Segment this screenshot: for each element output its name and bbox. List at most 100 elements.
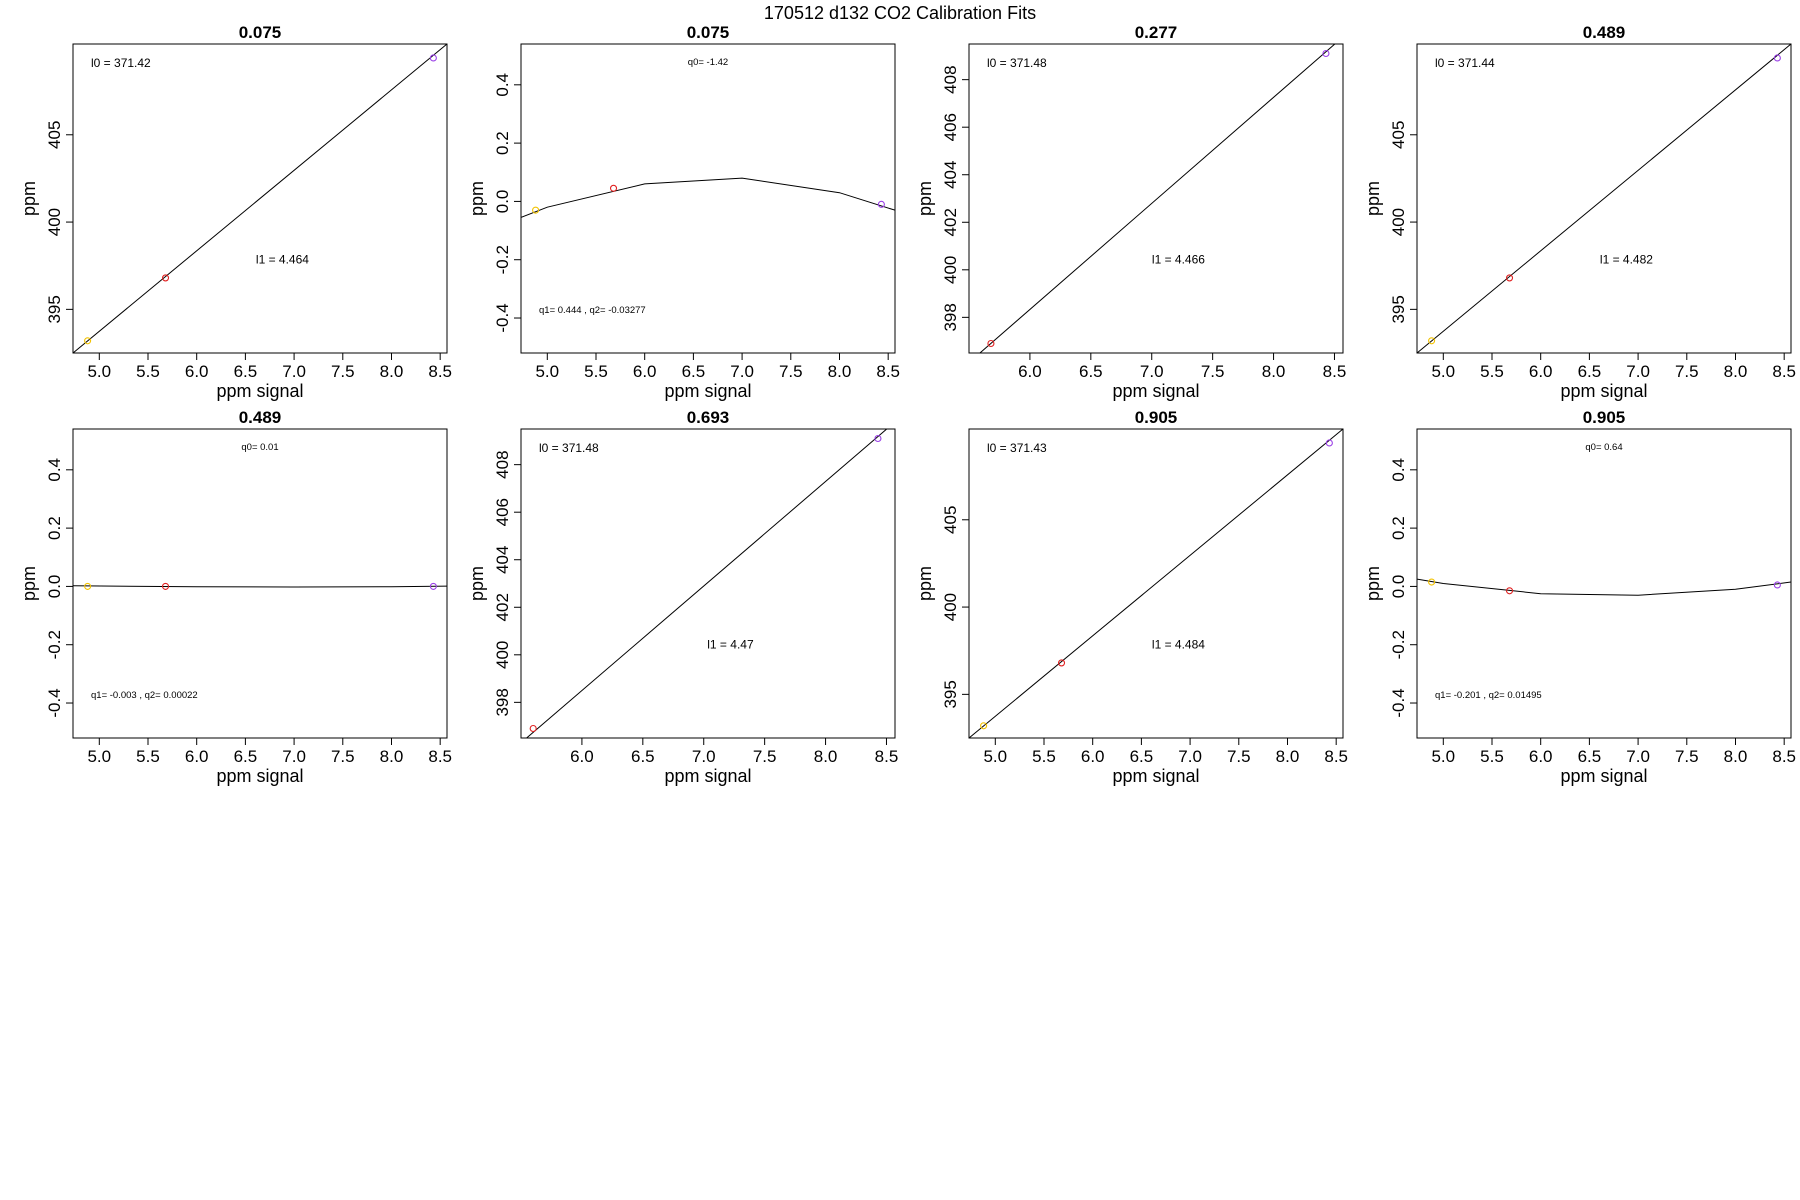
fit-annotation: l0 = 371.44 [1435, 56, 1495, 70]
y-tick-label: 0.4 [1389, 458, 1408, 482]
x-tick-label: 8.5 [876, 362, 900, 381]
x-tick-label: 6.5 [234, 362, 258, 381]
x-tick-label: 8.0 [1724, 362, 1748, 381]
y-tick-label: 0.2 [1389, 516, 1408, 540]
x-tick-label: 5.5 [1480, 362, 1504, 381]
x-tick-label: 6.5 [1578, 747, 1602, 766]
x-tick-label: 6.0 [570, 747, 594, 766]
data-point-yellow [980, 722, 988, 730]
x-tick-label: 6.0 [185, 747, 209, 766]
y-tick-label: 405 [941, 506, 960, 534]
x-tick-label: 5.5 [136, 747, 160, 766]
y-tick-label: 0.0 [493, 190, 512, 214]
x-tick-label: 5.5 [584, 362, 608, 381]
fit-annotation: l0 = 371.48 [539, 441, 599, 455]
fit-line [979, 44, 1336, 353]
x-tick-label: 7.5 [1675, 362, 1699, 381]
x-tick-label: 7.0 [1178, 747, 1202, 766]
x-tick-label: 8.5 [1324, 747, 1348, 766]
panel-3: 0.277 6.0 6.5 7.0 7.5 8.0 8.5 398 400 402 404 406 40… [915, 23, 1346, 401]
data-point-red [1057, 659, 1066, 667]
plot-frame [968, 43, 1344, 354]
x-tick-label: 5.0 [535, 362, 559, 381]
data-point-yellow [84, 582, 92, 590]
x-tick-label: 5.5 [1480, 747, 1504, 766]
data-point-purple [1325, 439, 1333, 447]
x-tick-label: 8.0 [380, 362, 404, 381]
y-tick-label: 400 [1389, 208, 1408, 236]
fit-annotation: l1 = 4.47 [707, 637, 754, 651]
plot-frame [520, 428, 896, 739]
x-tick-label: 6.0 [1081, 747, 1105, 766]
x-tick-label: 8.0 [1276, 747, 1300, 766]
fit-line [1417, 44, 1791, 353]
x-tick-label: 7.5 [779, 362, 803, 381]
x-tick-label: 8.0 [380, 747, 404, 766]
data-point-purple [874, 434, 882, 443]
data-point-yellow [1428, 578, 1436, 586]
y-tick-label: 395 [1389, 295, 1408, 323]
y-tick-label: -0.4 [493, 303, 512, 332]
fit-annotation: q1= -0.201 , q2= 0.01495 [1435, 690, 1542, 701]
x-tick-label: 8.5 [1772, 747, 1796, 766]
y-tick-label: 400 [941, 593, 960, 621]
y-tick-label: -0.2 [45, 630, 64, 659]
panel-2: 0.075 5.0 5.5 6.0 6.5 7.0 7.5 8.0 8.5 -0.4 -0.2 0.0… [467, 23, 900, 401]
x-tick-label: 8.0 [1262, 362, 1286, 381]
fit-annotation: q0= 0.64 [1585, 442, 1622, 453]
y-tick-label: 395 [941, 680, 960, 708]
y-axis-label: ppm [467, 181, 487, 216]
data-point-purple [1322, 49, 1330, 58]
fit-line [73, 585, 447, 588]
fit-annotation: q1= -0.003 , q2= 0.00022 [91, 690, 198, 701]
plot-frame [72, 428, 448, 739]
x-axis-label: ppm signal [1560, 381, 1647, 401]
x-axis-label: ppm signal [216, 766, 303, 786]
x-tick-label: 5.5 [136, 362, 160, 381]
panel-6: 0.693 6.0 6.5 7.0 7.5 8.0 8.5 398 400 402 404 406 40… [467, 408, 898, 786]
x-tick-label: 8.5 [875, 747, 899, 766]
x-tick-label: 7.5 [331, 747, 355, 766]
fit-line [1417, 578, 1791, 596]
y-tick-label: 400 [45, 208, 64, 236]
y-axis-label: ppm [1363, 566, 1383, 601]
panel-title: 0.489 [239, 408, 282, 427]
x-tick-label: 7.5 [1201, 362, 1225, 381]
y-tick-label: -0.2 [1389, 630, 1408, 659]
data-point-yellow [1428, 337, 1436, 345]
y-tick-label: 406 [493, 498, 512, 526]
x-tick-label: 6.5 [1079, 362, 1103, 381]
x-tick-label: 8.5 [1772, 362, 1796, 381]
x-tick-label: 5.5 [1032, 747, 1056, 766]
data-point-red [529, 724, 537, 733]
x-axis-label: ppm signal [1112, 381, 1199, 401]
panel-title: 0.075 [239, 23, 282, 42]
plot-frame [1416, 43, 1792, 354]
x-axis-label: ppm signal [664, 766, 751, 786]
x-axis-label: ppm signal [664, 381, 751, 401]
y-tick-label: 0.0 [1389, 575, 1408, 599]
data-point-purple [429, 54, 437, 62]
panel-5: 0.489 5.0 5.5 6.0 6.5 7.0 7.5 8.0 8.5 -0.4 -0.2 0.0… [19, 408, 452, 786]
x-tick-label: 7.0 [730, 362, 754, 381]
plot-frame [968, 428, 1344, 739]
x-tick-label: 6.5 [1130, 747, 1154, 766]
y-tick-label: 402 [493, 593, 512, 621]
y-tick-label: 406 [941, 113, 960, 141]
x-tick-label: 5.0 [1431, 362, 1455, 381]
y-tick-label: 0.2 [45, 516, 64, 540]
data-point-purple [1773, 54, 1781, 62]
fit-annotation: l1 = 4.466 [1152, 252, 1205, 266]
x-tick-label: 6.5 [631, 747, 655, 766]
data-point-purple [1773, 581, 1781, 589]
plot-frame [1416, 428, 1792, 739]
x-tick-label: 7.5 [753, 747, 777, 766]
fit-annotation: q0= 0.01 [241, 442, 278, 453]
x-tick-label: 7.5 [1227, 747, 1251, 766]
fit-annotation: l0 = 371.42 [91, 56, 151, 70]
x-tick-label: 8.5 [1323, 362, 1347, 381]
panel-title: 0.489 [1583, 23, 1626, 42]
x-tick-label: 7.0 [282, 362, 306, 381]
y-axis-label: ppm [915, 181, 935, 216]
